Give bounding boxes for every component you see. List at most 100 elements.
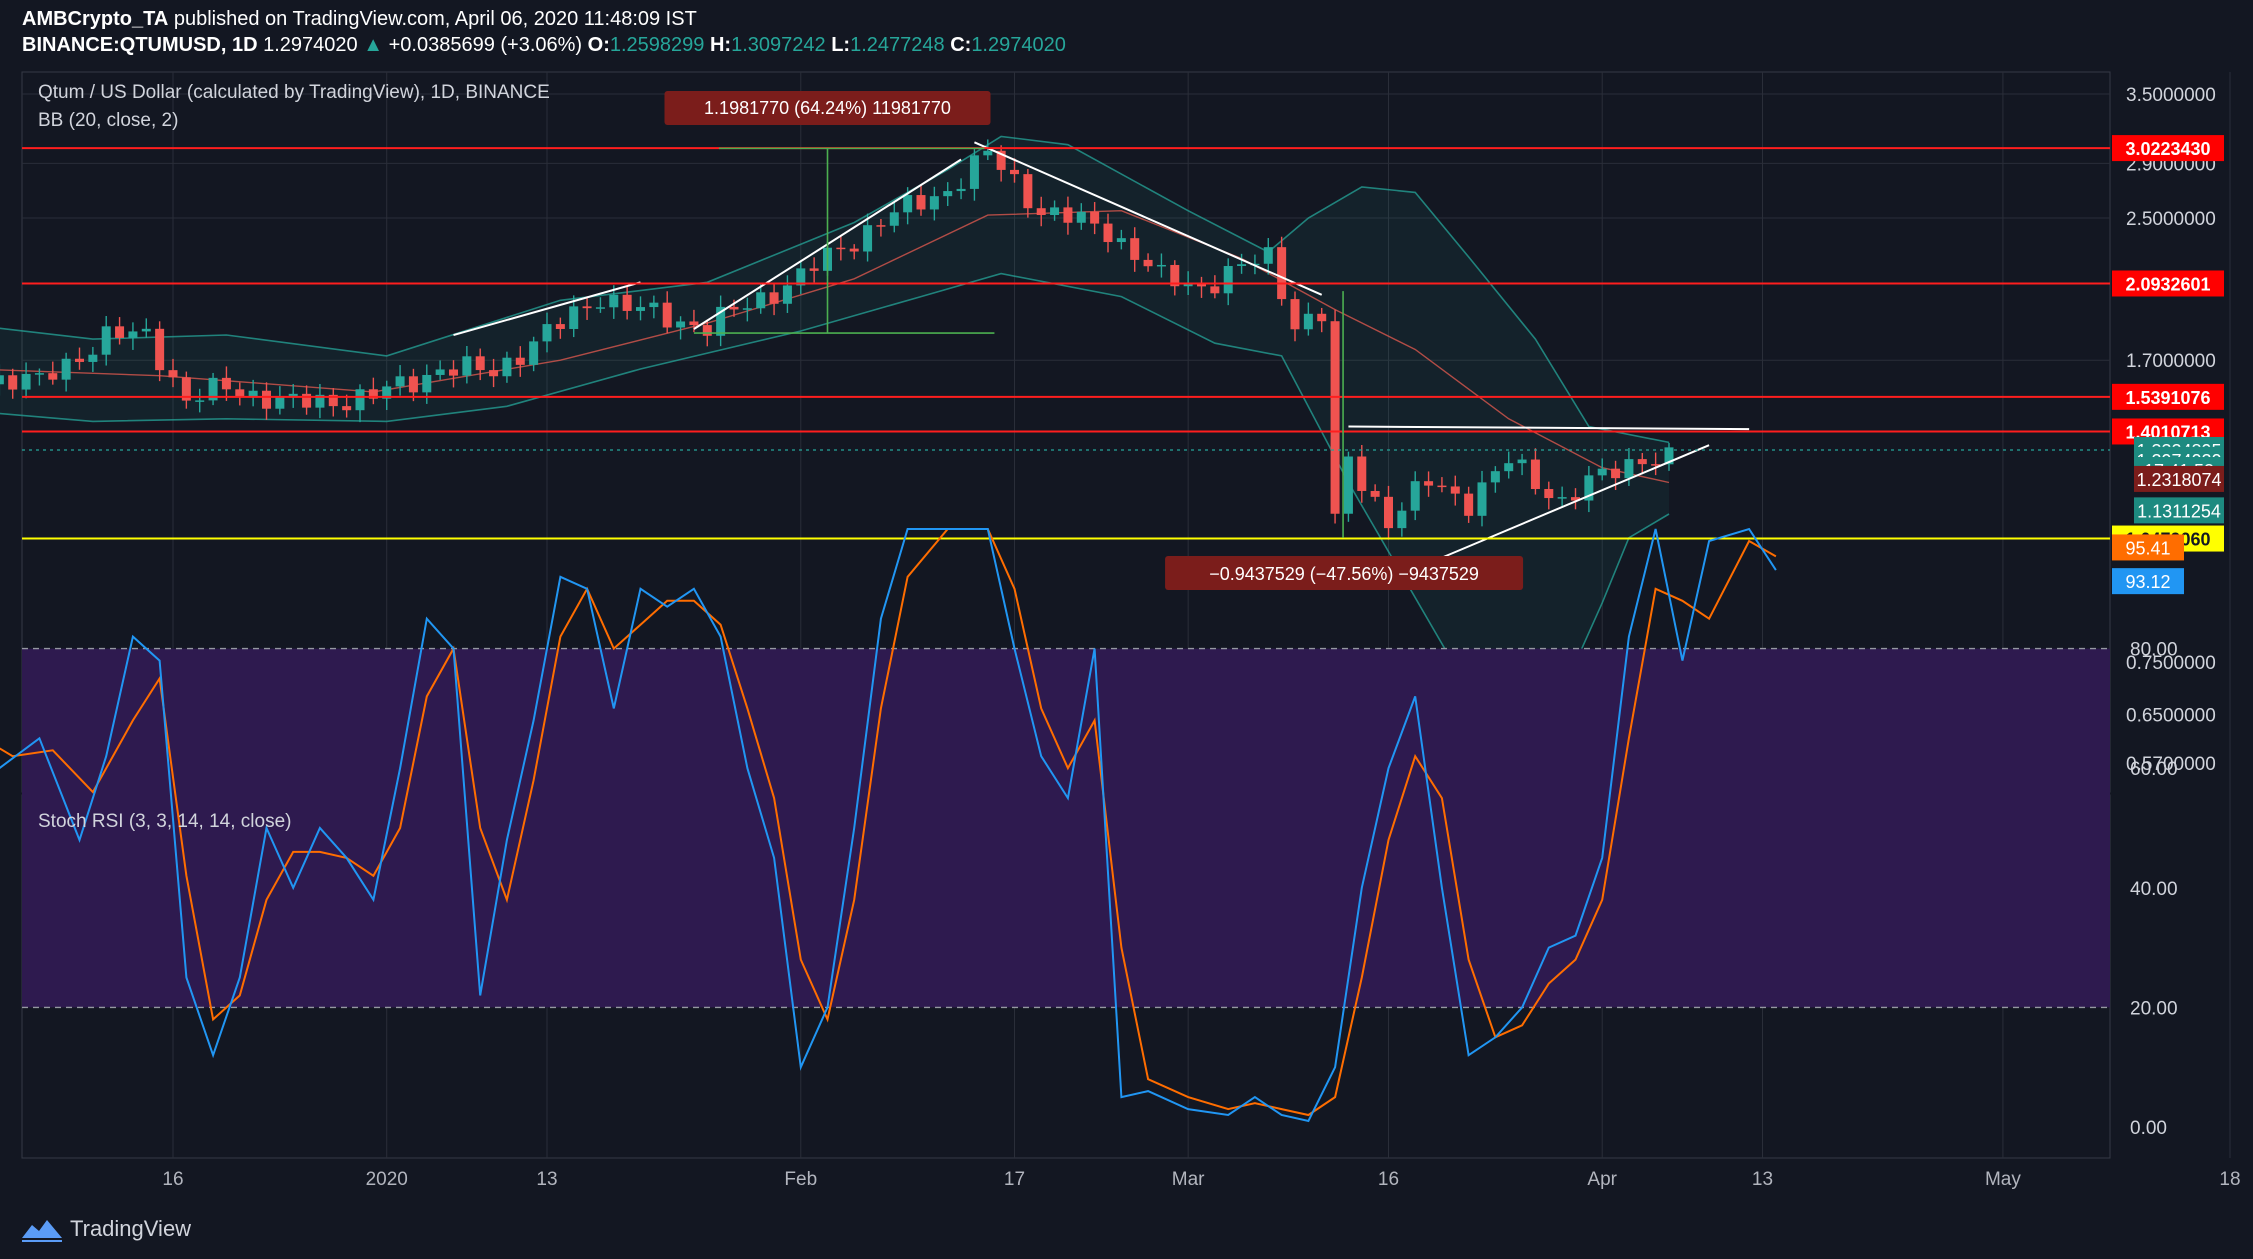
candle-body[interactable] <box>288 393 298 396</box>
candle-body[interactable] <box>1170 264 1180 287</box>
price-pane[interactable]: 1.1981770 (64.24%) 11981770 −0.9437529 (−… <box>0 82 2110 733</box>
candle-body[interactable] <box>996 150 1006 170</box>
tradingview-brand[interactable]: TradingView <box>70 1216 192 1241</box>
candle-body[interactable] <box>555 324 565 329</box>
candle-body[interactable] <box>903 195 913 213</box>
candle-body[interactable] <box>208 377 218 401</box>
candle-body[interactable] <box>662 302 672 328</box>
candle-body[interactable] <box>796 268 806 286</box>
candle-body[interactable] <box>1637 459 1647 465</box>
candle-body[interactable] <box>355 389 365 411</box>
candle-body[interactable] <box>1317 313 1327 322</box>
candle-body[interactable] <box>1557 497 1567 499</box>
candle-body[interactable] <box>1330 321 1340 514</box>
candle-body[interactable] <box>502 357 512 377</box>
candle-body[interactable] <box>34 373 44 375</box>
candle-body[interactable] <box>382 386 392 399</box>
candle-body[interactable] <box>782 285 792 304</box>
candle-body[interactable] <box>1530 459 1540 490</box>
candle-body[interactable] <box>1143 259 1153 267</box>
candle-body[interactable] <box>1651 464 1661 466</box>
candle-body[interactable] <box>609 294 619 308</box>
candle-body[interactable] <box>595 307 605 309</box>
candle-body[interactable] <box>1544 489 1554 499</box>
trendline[interactable] <box>1428 444 1710 565</box>
candle-body[interactable] <box>889 212 899 226</box>
candle-body[interactable] <box>1277 247 1287 300</box>
candle-body[interactable] <box>622 294 632 311</box>
candle-body[interactable] <box>1624 459 1634 479</box>
candle-body[interactable] <box>1050 207 1060 216</box>
candle-body[interactable] <box>529 341 539 365</box>
candle-body[interactable] <box>128 331 138 338</box>
measure-label-box[interactable] <box>1165 556 1524 590</box>
candle-body[interactable] <box>1023 174 1033 209</box>
candle-body[interactable] <box>101 326 111 355</box>
candle-body[interactable] <box>1437 485 1447 488</box>
candle-body[interactable] <box>181 377 191 401</box>
candle-body[interactable] <box>649 302 659 308</box>
candle-body[interactable] <box>115 326 125 338</box>
candle-body[interactable] <box>809 268 819 271</box>
candle-body[interactable] <box>876 225 886 227</box>
candle-body[interactable] <box>275 395 285 409</box>
candle-body[interactable] <box>315 394 325 408</box>
candle-body[interactable] <box>1597 468 1607 476</box>
candle-body[interactable] <box>235 389 245 397</box>
candle-body[interactable] <box>1130 238 1140 260</box>
candle-body[interactable] <box>141 328 151 332</box>
candle-body[interactable] <box>1103 223 1113 243</box>
candle-body[interactable] <box>1343 456 1353 514</box>
candle-body[interactable] <box>462 356 472 376</box>
stoch-series-line[interactable] <box>0 528 1777 1117</box>
candle-body[interactable] <box>195 400 205 402</box>
candle-body[interactable] <box>1450 486 1460 494</box>
candle-body[interactable] <box>916 195 926 210</box>
candle-body[interactable] <box>943 191 953 197</box>
candle-body[interactable] <box>1571 497 1580 501</box>
author-name[interactable]: AMBCrypto_TA <box>22 8 169 30</box>
candle-body[interactable] <box>836 247 846 250</box>
candle-body[interactable] <box>1584 475 1594 501</box>
candle-body[interactable] <box>262 390 271 409</box>
candle-body[interactable] <box>676 321 686 328</box>
candle-body[interactable] <box>221 377 231 390</box>
candle-body[interactable] <box>61 358 71 380</box>
candle-body[interactable] <box>1490 471 1500 483</box>
stoch-series-line[interactable] <box>0 527 1777 1123</box>
candle-body[interactable] <box>1237 264 1247 267</box>
candle-body[interactable] <box>1197 282 1206 287</box>
candle-body[interactable] <box>88 354 98 362</box>
candle-body[interactable] <box>969 155 979 189</box>
candle-body[interactable] <box>1303 313 1313 330</box>
trendline[interactable] <box>1348 425 1750 431</box>
candle-body[interactable] <box>1036 208 1046 216</box>
candle-body[interactable] <box>1156 264 1166 267</box>
candle-body[interactable] <box>569 306 579 329</box>
candle-body[interactable] <box>328 394 338 407</box>
candle-body[interactable] <box>1290 299 1300 330</box>
candle-body[interactable] <box>1464 493 1474 516</box>
candle-body[interactable] <box>168 370 178 378</box>
candle-body[interactable] <box>302 393 312 408</box>
candle-body[interactable] <box>1424 481 1434 486</box>
candle-body[interactable] <box>8 375 18 390</box>
candle-body[interactable] <box>702 325 712 336</box>
candle-body[interactable] <box>1223 266 1233 294</box>
candle-body[interactable] <box>422 374 432 393</box>
candle-body[interactable] <box>408 376 418 393</box>
candle-body[interactable] <box>1010 169 1019 175</box>
candle-body[interactable] <box>1370 490 1380 497</box>
trendline[interactable] <box>974 141 1323 296</box>
candle-body[interactable] <box>929 196 939 210</box>
candle-body[interactable] <box>368 389 378 399</box>
candle-body[interactable] <box>1504 463 1514 472</box>
candle-body[interactable] <box>1664 447 1674 465</box>
candle-body[interactable] <box>435 369 445 375</box>
candle-body[interactable] <box>248 390 258 397</box>
candle-body[interactable] <box>689 321 699 326</box>
candle-body[interactable] <box>956 188 966 192</box>
candle-body[interactable] <box>75 358 84 362</box>
candle-body[interactable] <box>1210 286 1220 294</box>
candle-body[interactable] <box>1384 496 1393 529</box>
